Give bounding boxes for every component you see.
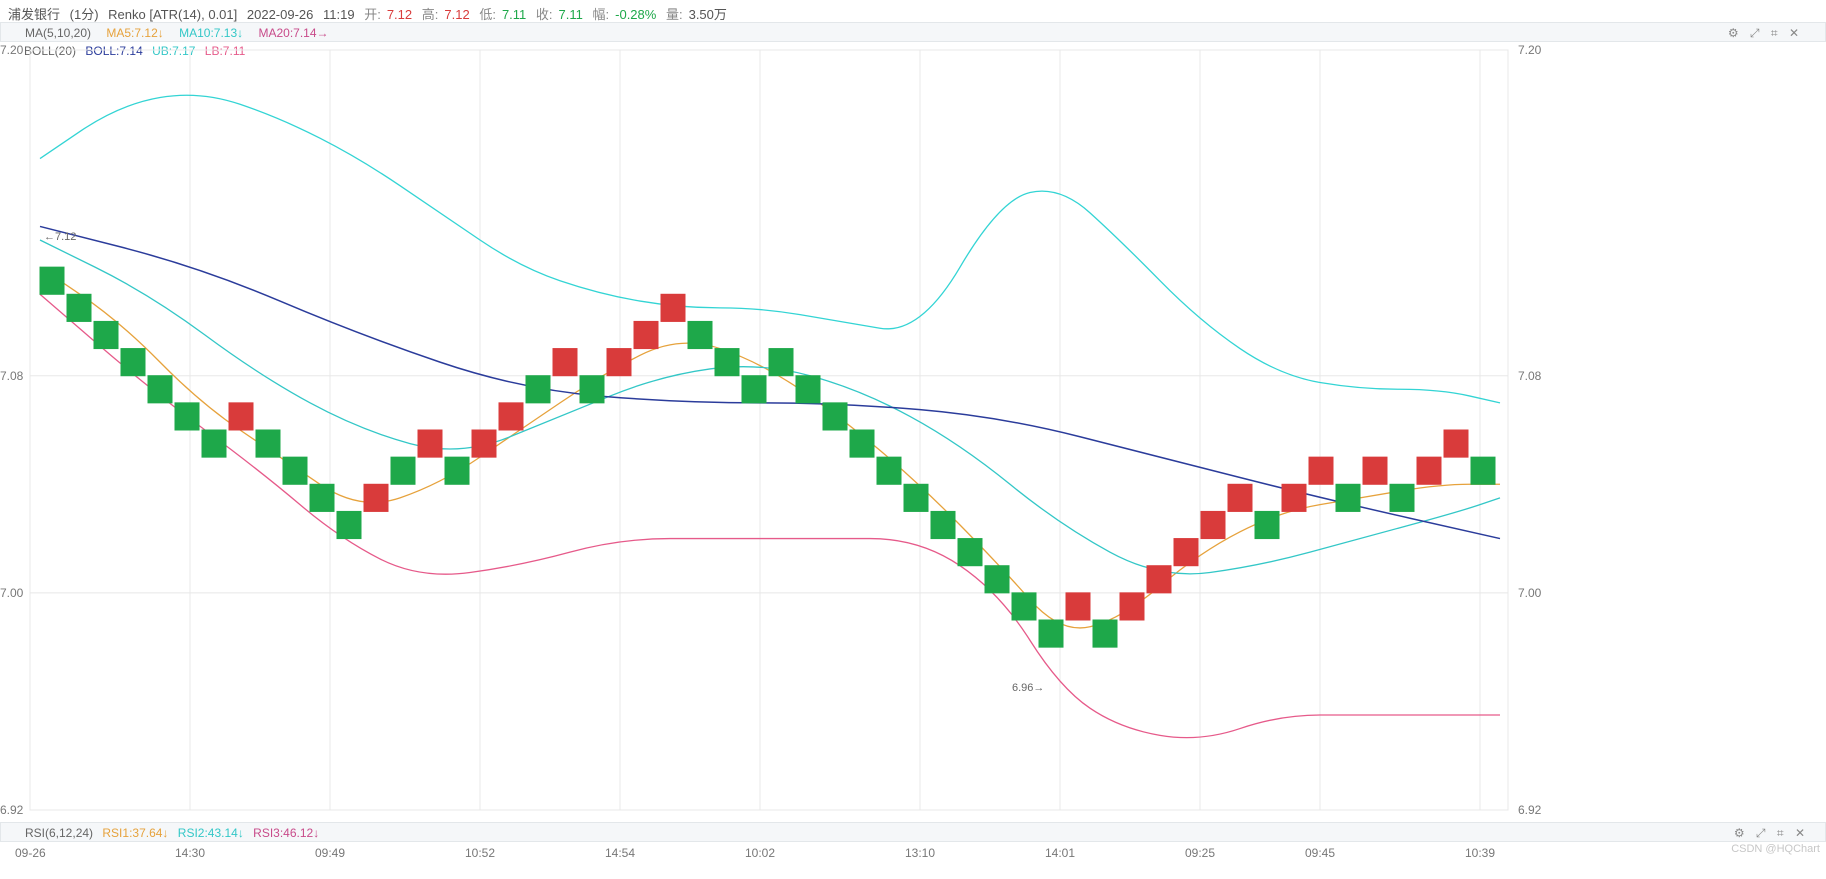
x-axis-label: 09-26 bbox=[15, 846, 46, 860]
y-axis-label-right: 6.92 bbox=[1518, 803, 1541, 817]
x-axis-label: 13:10 bbox=[905, 846, 935, 860]
y-axis-label-right: 7.20 bbox=[1518, 43, 1541, 57]
main-chart[interactable] bbox=[0, 0, 1826, 879]
x-axis-label: 10:02 bbox=[745, 846, 775, 860]
x-axis-label: 14:54 bbox=[605, 846, 635, 860]
price-annotation: ←7.12 bbox=[44, 231, 76, 243]
x-axis-label: 09:49 bbox=[315, 846, 345, 860]
y-axis-label: 7.00 bbox=[0, 586, 23, 600]
price-annotation: 6.96→ bbox=[1012, 682, 1044, 694]
y-axis-label: 6.92 bbox=[0, 803, 23, 817]
y-axis-label-right: 7.08 bbox=[1518, 369, 1541, 383]
y-axis-label: 7.08 bbox=[0, 369, 23, 383]
x-axis-label: 14:01 bbox=[1045, 846, 1075, 860]
x-axis-label: 14:30 bbox=[175, 846, 205, 860]
x-axis-label: 10:52 bbox=[465, 846, 495, 860]
y-axis-label-right: 7.00 bbox=[1518, 586, 1541, 600]
y-axis-label: 7.20 bbox=[0, 43, 23, 57]
x-axis-label: 09:45 bbox=[1305, 846, 1335, 860]
x-axis-label: 10:39 bbox=[1465, 846, 1495, 860]
x-axis-label: 09:25 bbox=[1185, 846, 1215, 860]
